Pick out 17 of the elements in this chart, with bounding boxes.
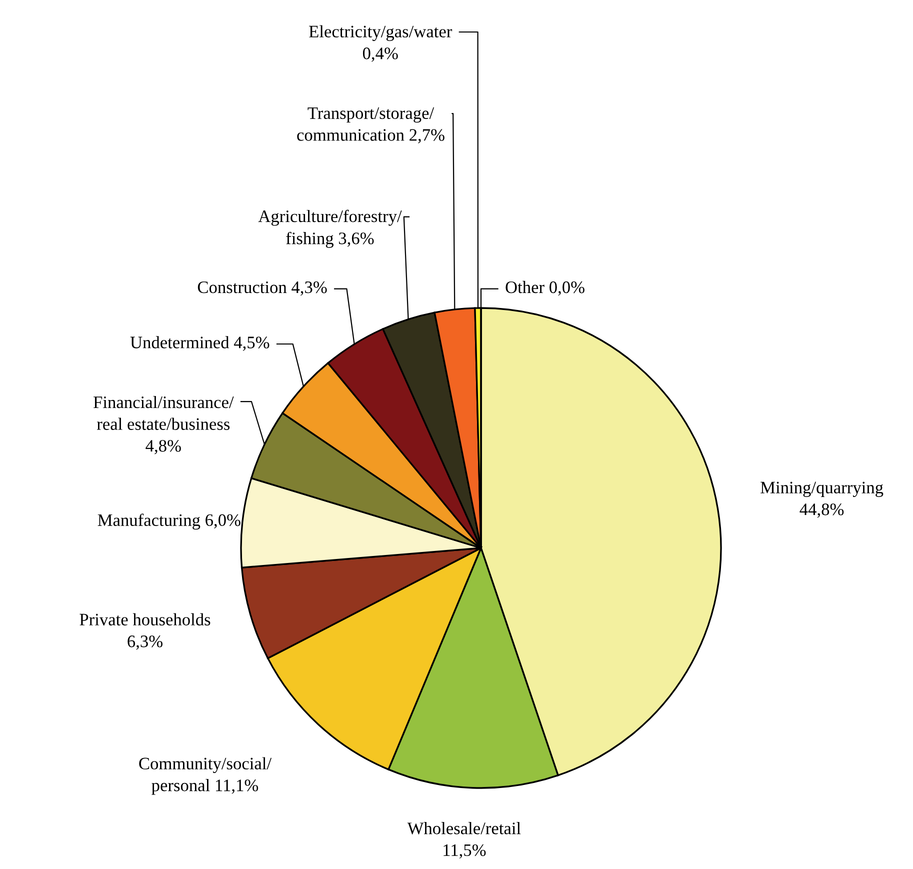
- slice-label: Agriculture/forestry/ fishing 3,6%: [258, 210, 402, 248]
- legend-label: Other 0,0%: [506, 280, 584, 296]
- slice-label: Mining/quarrying: [760, 482, 884, 497]
- slice-label: Community/social/ personal 11,1%: [139, 757, 272, 795]
- data-label: 11,5%: [444, 844, 486, 859]
- slice-label: Private households: [80, 613, 210, 626]
- data-label: 44,8%: [800, 504, 844, 518]
- slice-label: Financial/insurance/ real estate/business: [94, 396, 234, 430]
- data-label: 4,8%: [146, 440, 181, 454]
- slice-label: Manufacturing 6,0%: [98, 514, 240, 530]
- slice-label: Wholesale/retail: [407, 822, 521, 834]
- data-label: 0,4%: [362, 48, 398, 62]
- slice-label: Transport/storage/ communication 2,7%: [297, 107, 444, 144]
- data-label: 6,3%: [128, 636, 162, 650]
- slice-label: Construction 4,3%: [198, 281, 327, 296]
- slice-label: Undetermined 4,5%: [130, 336, 270, 351]
- slice-label: Electricity/gas/water: [309, 25, 452, 42]
